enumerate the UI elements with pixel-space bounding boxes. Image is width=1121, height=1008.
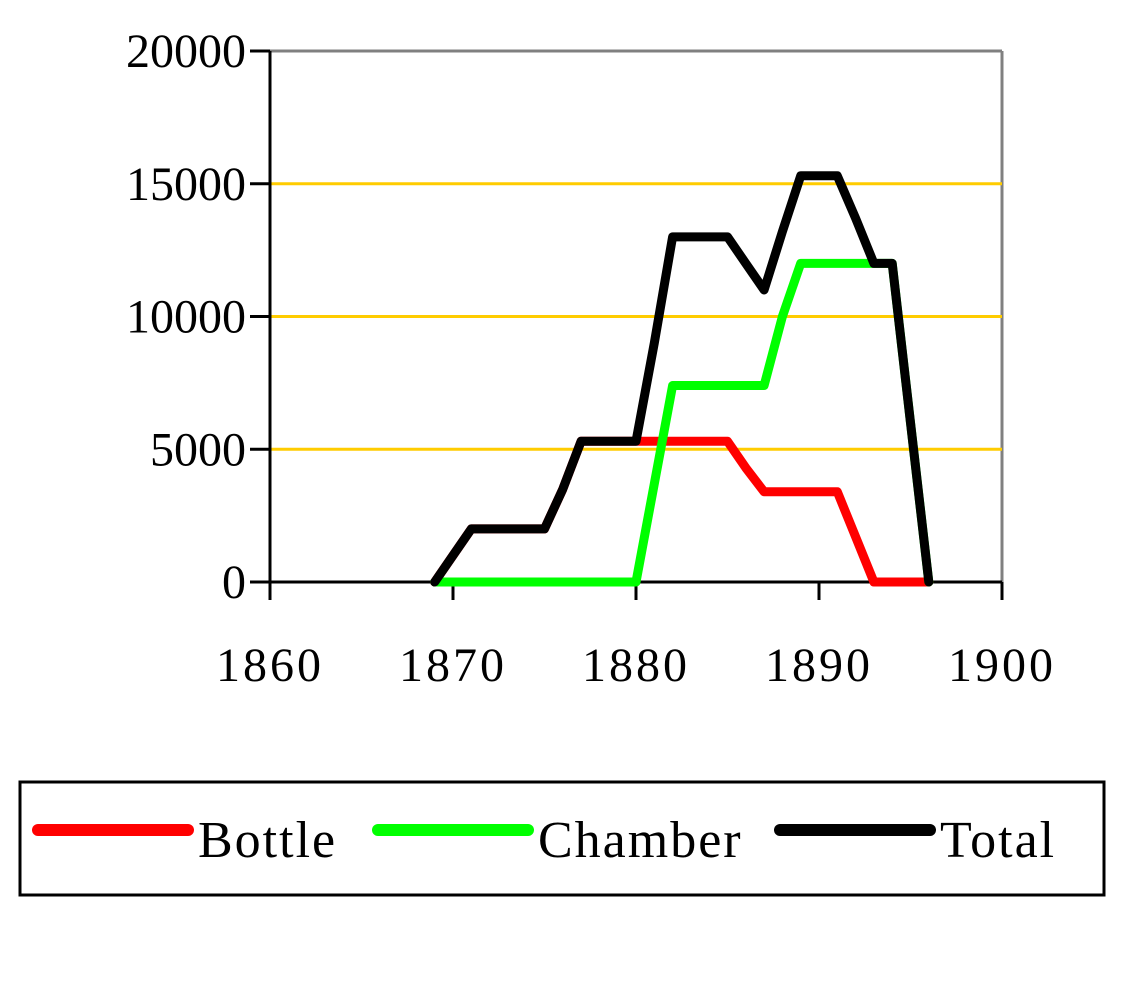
legend-box [18,780,1106,897]
y-tick-label: 0 [222,556,246,609]
x-tick-label: 1900 [948,639,1056,692]
series-line [430,436,934,587]
x-tick-label: 1890 [765,639,873,692]
legend-label: Bottle [198,812,337,869]
x-tick-label: 1860 [216,639,324,692]
x-tick-label: 1880 [582,639,690,692]
series-line [430,258,934,587]
series-line [430,171,934,587]
x-tick-label: 1870 [399,639,507,692]
legend-label: Chamber [538,812,743,869]
legend-label: Total [940,812,1056,869]
y-tick-label: 5000 [150,423,246,476]
y-tick-label: 10000 [126,291,246,344]
y-tick-label: 15000 [126,158,246,211]
y-tick-label: 20000 [126,25,246,78]
